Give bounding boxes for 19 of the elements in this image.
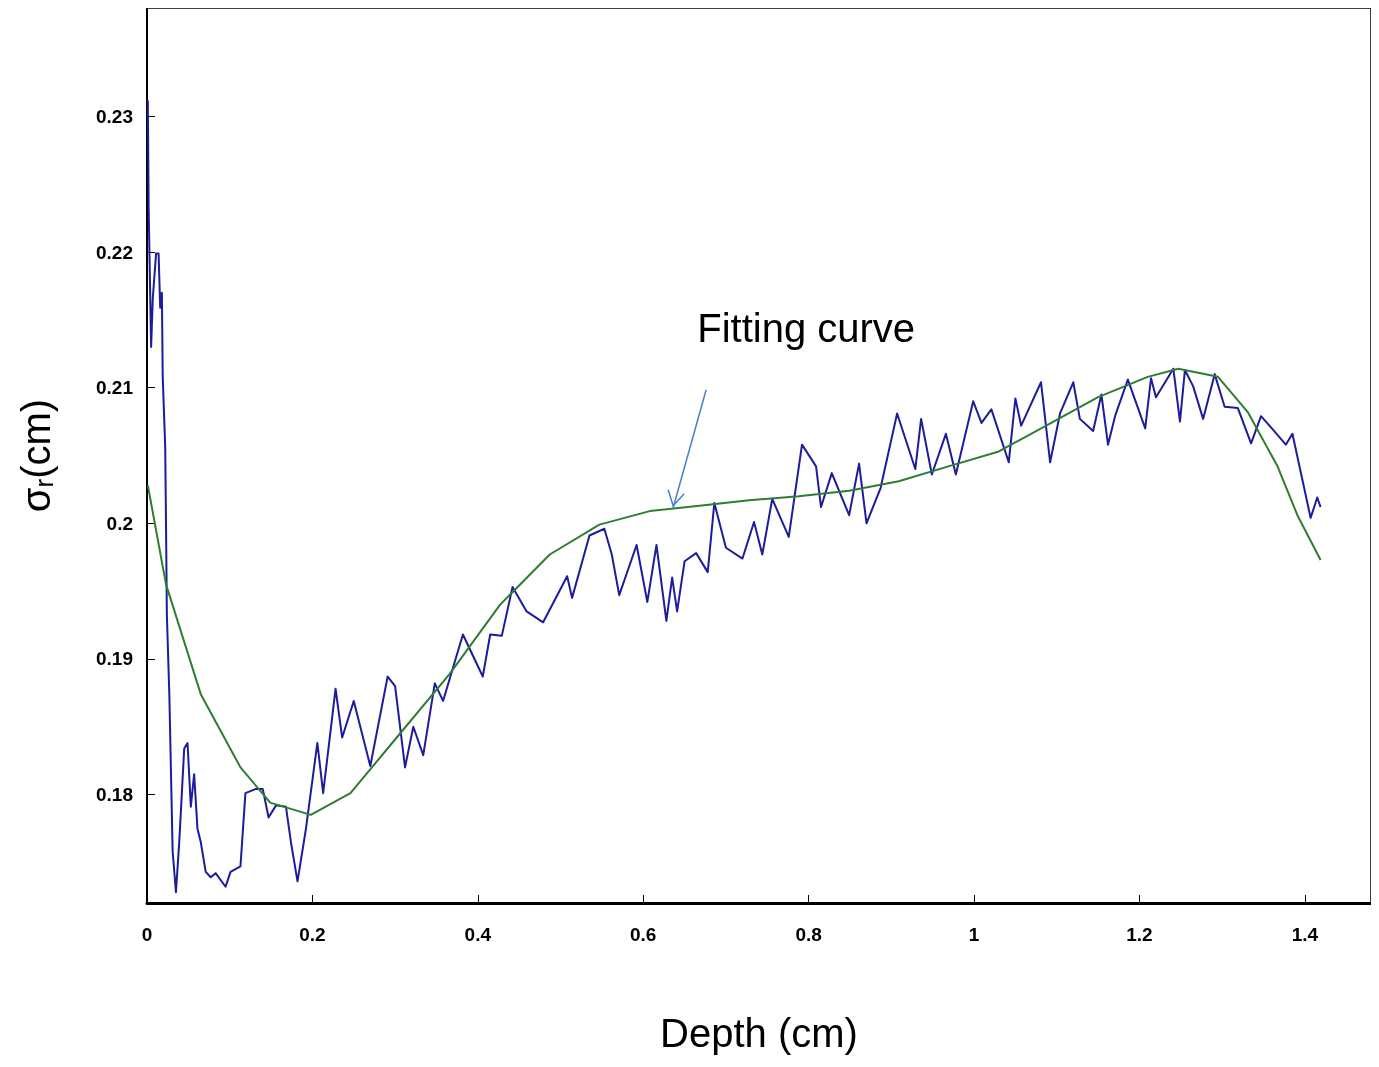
x-tick-label: 1.4 [1291, 924, 1319, 945]
x-tick-label: 0.6 [630, 924, 657, 945]
x-tick-label: 0.8 [795, 924, 822, 945]
annotation: Fitting curve [697, 305, 916, 350]
line-series [146, 367, 1322, 816]
y-tick-label: 0.18 [96, 784, 133, 806]
x-tick-label: 0.4 [464, 924, 492, 945]
y-tick-label: 0.21 [96, 377, 134, 399]
y-tick-label: 0.2 [106, 512, 133, 534]
x-tick-label: 1 [968, 924, 980, 945]
x-tick-label: 0 [141, 924, 153, 945]
y-tick-label: 0.23 [96, 105, 133, 127]
y-tick-label: 0.19 [96, 648, 133, 670]
x-tick-label: 1.2 [1126, 924, 1153, 945]
line-series [146, 99, 1322, 894]
x-axis-title: Depth (cm) [660, 1011, 858, 1055]
y-tick-label: 0.22 [96, 241, 133, 263]
y-axis-title: σr(cm) [14, 398, 59, 513]
x-tick-label: 0.2 [299, 924, 326, 945]
